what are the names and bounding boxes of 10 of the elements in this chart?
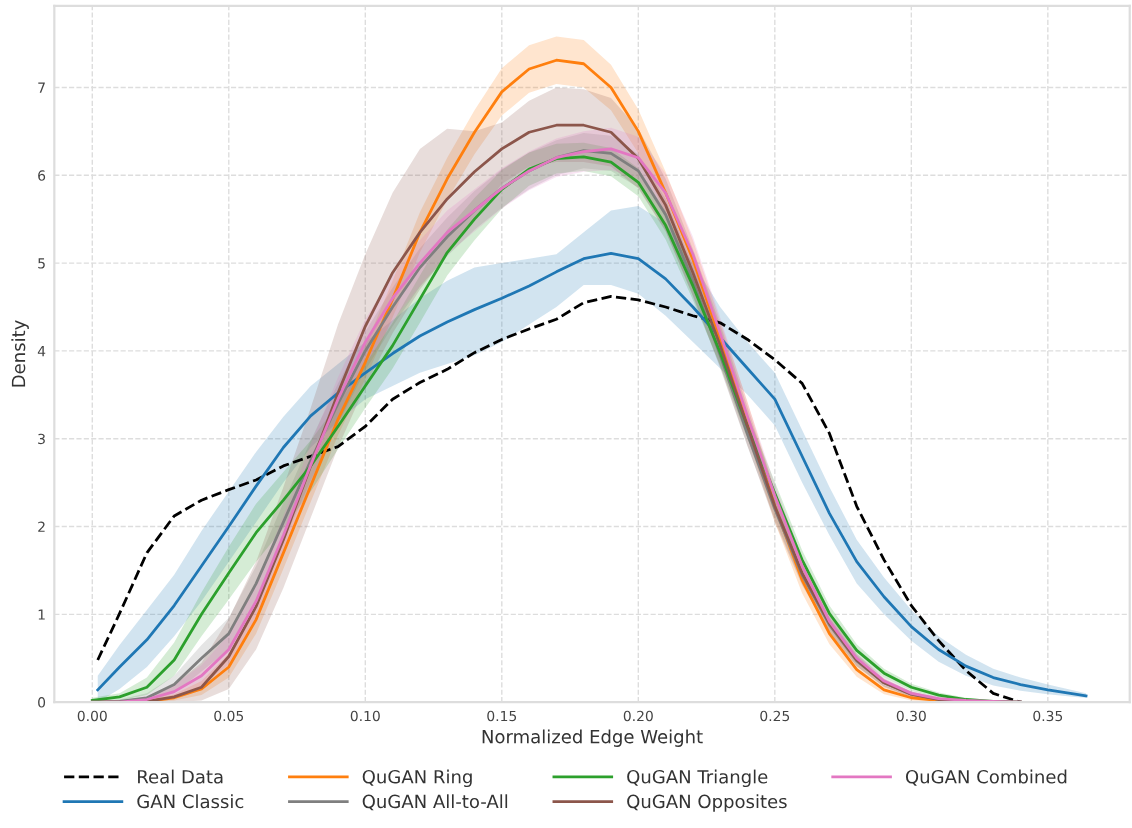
legend-label: Real Data xyxy=(138,769,223,784)
line-series xyxy=(96,295,1022,703)
legend-label: QuGAN All-to-All xyxy=(362,794,508,811)
legend-label: QuGAN Combined xyxy=(905,769,1067,786)
legend-label: QuGAN Triangle xyxy=(627,769,768,788)
legend-label: GAN Classic xyxy=(137,794,244,809)
y-axis-title: Density xyxy=(11,320,29,387)
legend-label: QuGAN Ring xyxy=(362,769,472,788)
legend-label: QuGAN Opposites xyxy=(627,794,787,812)
x-axis-title: Normalized Edge Weight xyxy=(482,729,703,747)
